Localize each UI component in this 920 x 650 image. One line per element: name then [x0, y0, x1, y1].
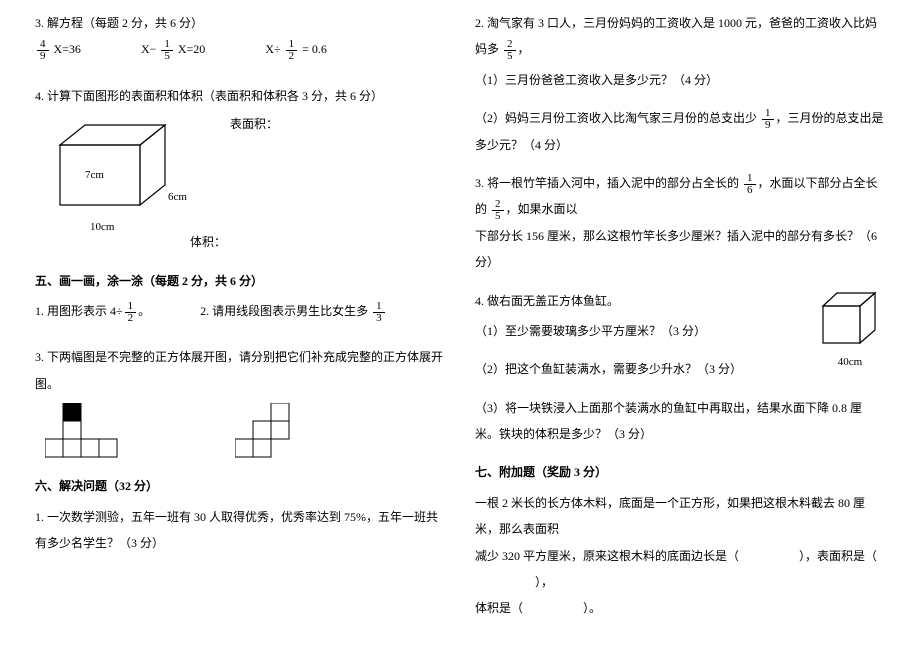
r-q4-title: 4. 做右面无盖正方体鱼缸。	[475, 288, 815, 314]
eq2: X− 15 X=20	[141, 36, 205, 62]
label-6cm: 6cm	[168, 185, 187, 209]
s7-line1: 一根 2 米长的长方体木料，底面是一个正方形，如果把这根木料截去 80 厘米，那…	[475, 490, 885, 543]
surface-label: 表面积：	[230, 109, 278, 137]
s5-q2: 2. 请用线段图表示男生比女生多 13	[200, 298, 387, 324]
s7-heading: 七、附加题（奖励 3 分）	[475, 459, 885, 485]
r-q4-sub2: （2）把这个鱼缸装满水，需要多少升水？（3 分）	[475, 356, 815, 382]
s5-row: 1. 用图形表示 4÷12。 2. 请用线段图表示男生比女生多 13	[35, 298, 445, 324]
section-7: 七、附加题（奖励 3 分） 一根 2 米长的长方体木料，底面是一个正方形，如果把…	[475, 459, 885, 621]
section-6: 六、解决问题（32 分） 1. 一次数学测验，五年一班有 30 人取得优秀，优秀…	[35, 473, 445, 556]
s7-line2: 减少 320 平方厘米，原来这根木料的底面边长是（），表面积是（），	[475, 543, 885, 596]
r-q4-sub1: （1）至少需要玻璃多少平方厘米？（3 分）	[475, 318, 815, 344]
q3-equations: 3. 解方程（每题 2 分，共 6 分） 49 X=36 X− 15 X=20 …	[35, 10, 445, 63]
s5-q3: 3. 下两幅图是不完整的正方体展开图，请分别把它们补充成完整的正方体展开图。	[35, 344, 445, 397]
q3-row: 49 X=36 X− 15 X=20 X÷ 12 = 0.6	[35, 36, 445, 62]
volume-label: 体积：	[190, 229, 445, 255]
s6-q1: 1. 一次数学测验，五年一班有 30 人取得优秀，优秀率达到 75%，五年一班共…	[35, 504, 445, 557]
eq1: 49 X=36	[35, 36, 81, 62]
cube-label: 40cm	[815, 350, 885, 374]
left-column: 3. 解方程（每题 2 分，共 6 分） 49 X=36 X− 15 X=20 …	[20, 10, 460, 640]
cuboid-figure: 7cm 6cm 10cm	[50, 115, 190, 205]
r-q4-sub3: （3）将一块铁浸入上面那个装满水的鱼缸中再取出，结果水面下降 0.8 厘米。铁块…	[475, 395, 885, 448]
cube-figure: 40cm	[815, 288, 885, 374]
r-q4: 4. 做右面无盖正方体鱼缸。 （1）至少需要玻璃多少平方厘米？（3 分） （2）…	[475, 288, 885, 383]
s6-heading: 六、解决问题（32 分）	[35, 473, 445, 499]
r-q2-sub1: （1）三月份爸爸工资收入是多少元？（4 分）	[475, 67, 885, 93]
nets	[45, 403, 445, 463]
q4-title: 4. 计算下面图形的表面积和体积（表面积和体积各 3 分，共 6 分）	[35, 83, 445, 109]
r-q3-line2: 下部分长 156 厘米，那么这根竹竿长多少厘米？插入泥中的部分有多长？（6 分）	[475, 223, 885, 276]
label-7cm: 7cm	[85, 163, 104, 187]
eq3: X÷ 12 = 0.6	[265, 36, 327, 62]
r-q2-sub2: （2）妈妈三月份工资收入比淘气家三月份的总支出少 19，三月份的总支出是多少元？…	[475, 105, 885, 158]
net-2	[235, 403, 315, 463]
r-q3: 3. 将一根竹竿插入河中，插入泥中的部分占全长的 16，水面以下部分占全长的 2…	[475, 170, 885, 276]
s5-heading: 五、画一画，涂一涂（每题 2 分，共 6 分）	[35, 268, 445, 294]
s5-q1: 1. 用图形表示 4÷12。	[35, 298, 150, 324]
section-5: 五、画一画，涂一涂（每题 2 分，共 6 分） 1. 用图形表示 4÷12。 2…	[35, 268, 445, 464]
net-1	[45, 403, 135, 463]
label-10cm: 10cm	[90, 215, 114, 239]
r-q2: 2. 淘气家有 3 口人，三月份妈妈的工资收入是 1000 元，爸爸的工资收入比…	[475, 10, 885, 158]
cube-svg	[815, 288, 885, 348]
s7-line3: 体积是（）。	[475, 595, 885, 621]
right-column: 2. 淘气家有 3 口人，三月份妈妈的工资收入是 1000 元，爸爸的工资收入比…	[460, 10, 900, 640]
q4-solid: 4. 计算下面图形的表面积和体积（表面积和体积各 3 分，共 6 分） 7cm …	[35, 83, 445, 256]
q3-title: 3. 解方程（每题 2 分，共 6 分）	[35, 10, 445, 36]
